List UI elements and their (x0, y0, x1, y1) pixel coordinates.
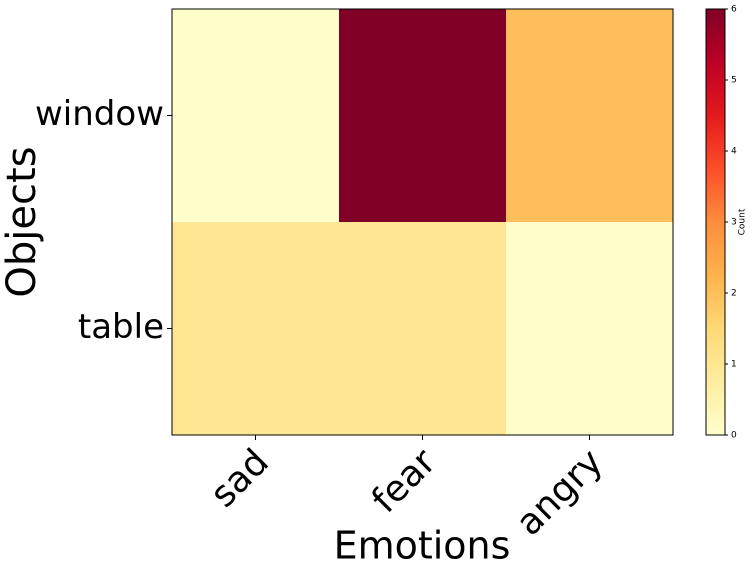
heatmap-cell (506, 222, 674, 436)
colorbar-tick-label: 2 (731, 289, 737, 299)
heatmap-cell (172, 222, 340, 436)
x-tick-label: fear (364, 441, 444, 521)
y-tick-label: table (78, 307, 164, 347)
heatmap-cell (339, 222, 507, 436)
heatmap-cell (339, 9, 507, 223)
colorbar (705, 8, 726, 436)
x-axis-label: Emotions (334, 524, 511, 568)
colorbar-tick-label: 1 (731, 360, 737, 370)
heatmap-cell (506, 9, 674, 223)
heatmap-cell (172, 9, 340, 223)
colorbar-label: Count (738, 208, 748, 235)
colorbar-tick-label: 4 (731, 147, 737, 157)
y-tick-label: window (35, 94, 164, 134)
colorbar-tick-label: 5 (731, 76, 737, 86)
x-tick-label: angry (509, 441, 611, 543)
x-tick-label: sad (203, 441, 277, 515)
y-axis-label: Objects (0, 146, 45, 297)
colorbar-tick-label: 6 (731, 5, 737, 15)
colorbar-tick-label: 0 (731, 431, 737, 441)
colorbar-tick-label: 3 (731, 218, 737, 228)
